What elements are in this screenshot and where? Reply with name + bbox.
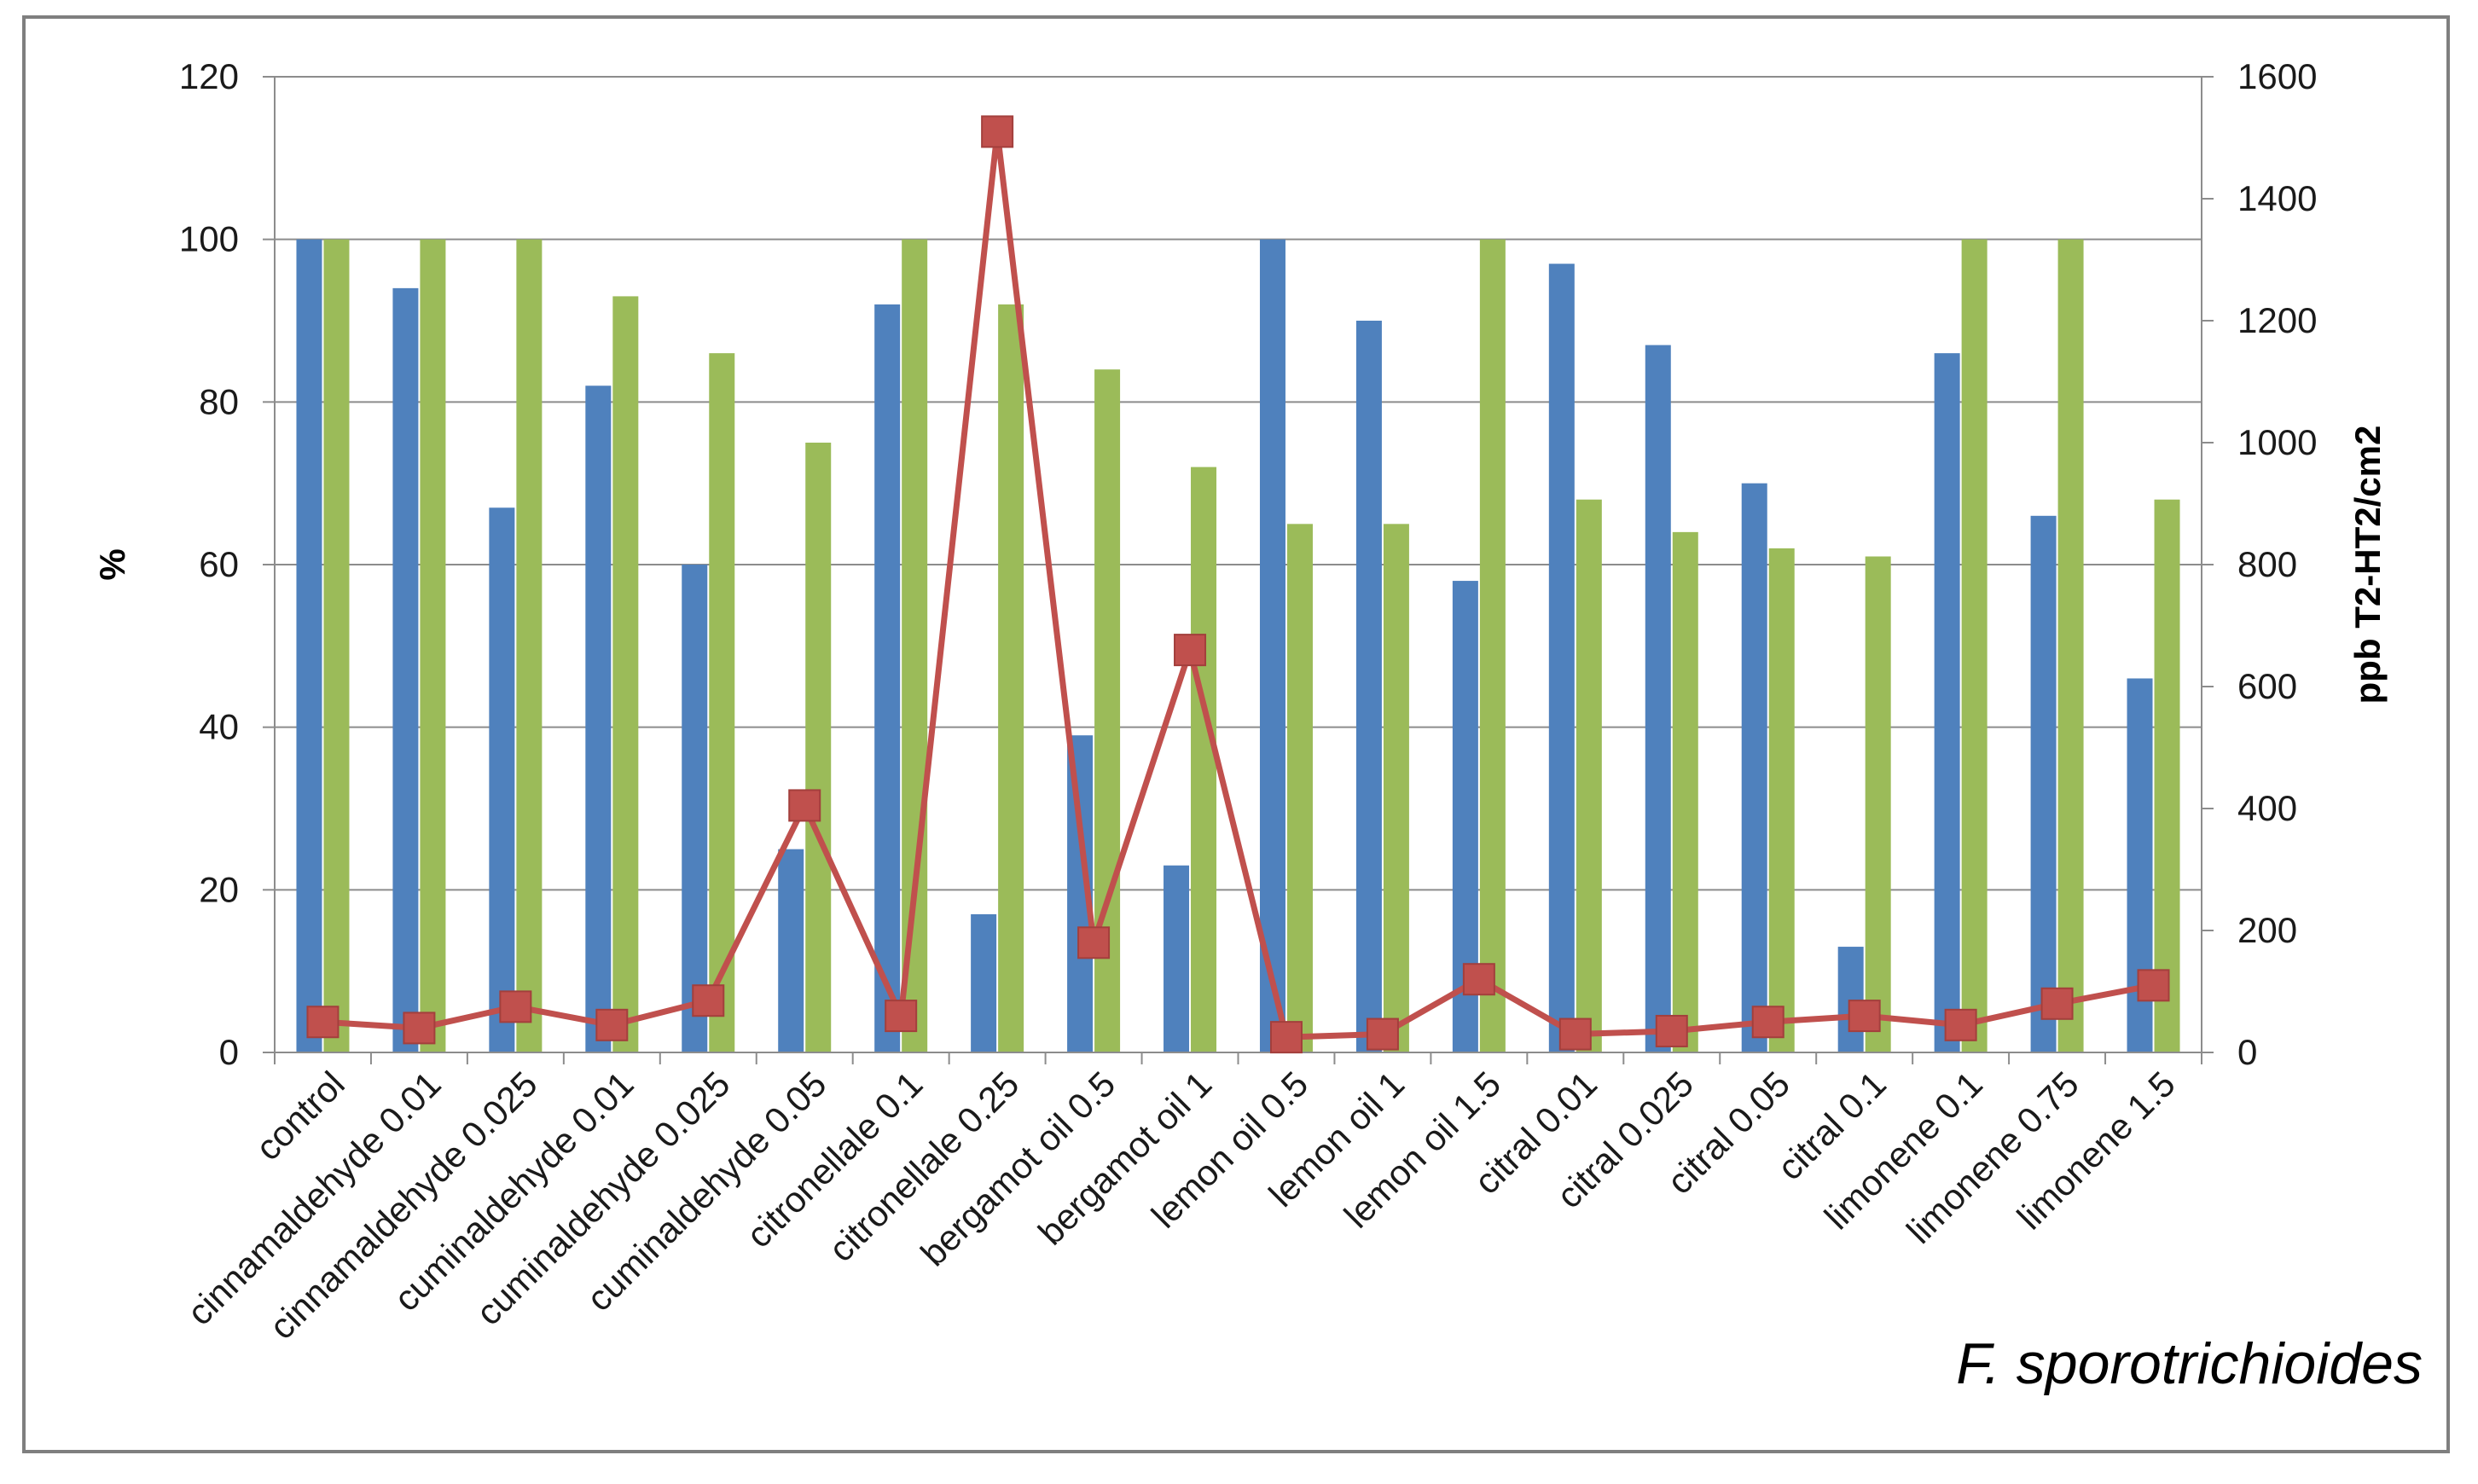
- bar-2: [1865, 556, 1891, 1052]
- bar-1: [392, 287, 419, 1052]
- line-marker: [1269, 1021, 1303, 1054]
- line-marker: [1848, 1000, 1881, 1033]
- bar-2: [1961, 239, 1988, 1053]
- line-marker: [692, 984, 725, 1017]
- y-tick-label: 40: [199, 707, 239, 747]
- y-tick-label: 100: [179, 219, 239, 259]
- line-marker: [595, 1008, 629, 1041]
- y2-tick-label: 1000: [2237, 422, 2317, 462]
- chart-svg: 0204060801001200200400600800100012001400…: [92, 56, 2423, 1396]
- bar-2: [1479, 239, 1506, 1053]
- bar-2: [709, 353, 735, 1053]
- y2-tick-label: 600: [2237, 666, 2297, 706]
- y2-tick-label: 200: [2237, 910, 2297, 950]
- y2-tick-label: 1200: [2237, 300, 2317, 340]
- bar-2: [612, 296, 639, 1052]
- bar-2: [1576, 499, 1602, 1052]
- y2-tick-label: 400: [2237, 788, 2297, 828]
- bar-1: [874, 304, 901, 1052]
- line-marker: [981, 115, 1014, 148]
- y-axis-title: %: [92, 548, 132, 580]
- bar-2: [998, 304, 1024, 1052]
- axes: [263, 76, 2214, 1064]
- line-series: [306, 115, 2170, 1054]
- line-marker: [1655, 1014, 1688, 1047]
- bar-1: [971, 913, 997, 1052]
- bar-1: [1741, 483, 1767, 1052]
- bar-1: [778, 849, 804, 1052]
- y-tick-label: 60: [199, 544, 239, 584]
- line-marker: [499, 990, 532, 1023]
- bar-2: [902, 239, 928, 1053]
- line-marker: [1558, 1017, 1592, 1051]
- bar-2: [1383, 524, 1409, 1052]
- line-marker: [1944, 1008, 1977, 1041]
- bar-2: [2057, 239, 2084, 1053]
- line-marker: [2137, 969, 2170, 1002]
- bar-2: [1286, 524, 1313, 1052]
- y-tick-label: 80: [199, 381, 239, 421]
- y-tick-label: 20: [199, 869, 239, 909]
- bar-2: [420, 239, 446, 1053]
- bar-2: [1191, 467, 1217, 1052]
- bar-1: [2030, 515, 2057, 1052]
- bars: [296, 239, 2180, 1053]
- line-marker: [1077, 926, 1111, 959]
- bar-1: [1355, 321, 1382, 1052]
- y2-axis-title: ppb T2-HT2/cm2: [2347, 426, 2388, 704]
- tick-labels: 0204060801001200200400600800100012001400…: [179, 56, 2318, 1072]
- line-marker: [788, 789, 821, 822]
- y-tick-label: 0: [219, 1032, 239, 1072]
- bar-1: [296, 239, 322, 1053]
- line-marker: [1751, 1006, 1785, 1039]
- line-marker: [1462, 963, 1495, 996]
- line-marker: [403, 1012, 436, 1045]
- line-marker: [1366, 1017, 1399, 1051]
- bar-1: [489, 507, 515, 1052]
- bar-2: [516, 239, 543, 1053]
- line-marker: [2040, 987, 2074, 1020]
- chart-frame: 0 20 40 60 80 100 120 0 200 400 600 800 1000 1200 1400…: [22, 15, 2450, 1453]
- bar-1: [1259, 239, 1285, 1053]
- line-marker: [885, 1000, 918, 1033]
- bar-1: [585, 385, 612, 1052]
- bar-2: [2154, 499, 2180, 1052]
- line-marker: [306, 1006, 339, 1039]
- bar-1: [1164, 865, 1190, 1052]
- bar-1: [1548, 264, 1575, 1052]
- y2-tick-label: 1400: [2237, 178, 2317, 218]
- line-marker: [1174, 634, 1207, 667]
- y2-tick-label: 0: [2237, 1032, 2257, 1072]
- bar-2: [1672, 531, 1698, 1052]
- bar-1: [1645, 345, 1671, 1053]
- x-category-label: limonene 0.75: [1899, 1064, 2086, 1251]
- bar-1: [682, 565, 708, 1052]
- y2-tick-label: 800: [2237, 544, 2297, 584]
- y-tick-label: 120: [179, 56, 239, 96]
- bar-2: [1768, 548, 1795, 1052]
- species-annotation: F. sporotrichioides: [1956, 1331, 2423, 1396]
- gridlines: [275, 76, 2202, 1053]
- x-category-label: bergamot oil 1: [1030, 1064, 1219, 1252]
- bar-1: [1934, 353, 1960, 1053]
- bar-1: [1837, 947, 1864, 1052]
- bar-2: [805, 443, 832, 1052]
- y2-tick-label: 1600: [2237, 56, 2317, 96]
- bar-2: [323, 239, 350, 1053]
